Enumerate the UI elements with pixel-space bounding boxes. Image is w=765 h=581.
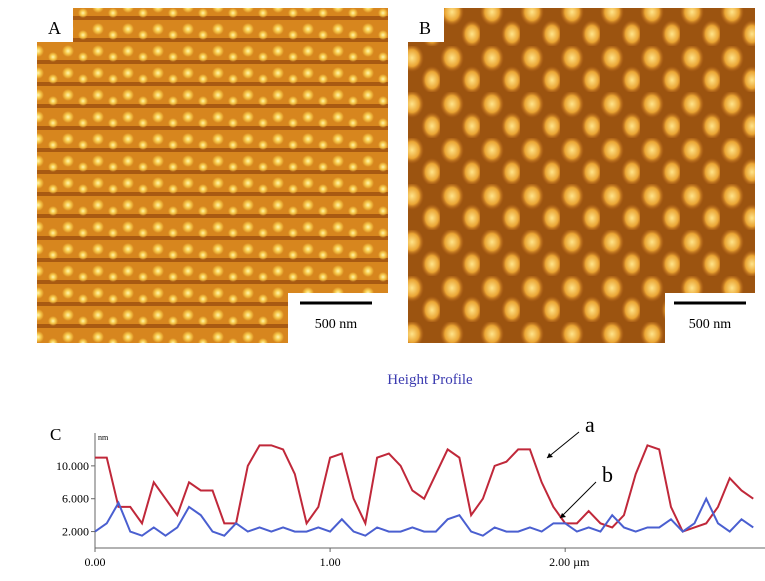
annotation: a [585, 412, 595, 437]
x-tick-label: 0.00 [85, 555, 106, 569]
panel-label: C [50, 425, 61, 444]
panel-b: B 500 nm [408, 8, 755, 343]
x-tick-label: 2.00 µm [549, 555, 590, 569]
afm-image [37, 8, 388, 343]
annotation-arrow [547, 432, 579, 458]
y-tick-label: 6.000 [62, 492, 89, 506]
scale-label: 500 nm [315, 317, 358, 332]
profile-line [95, 445, 753, 531]
x-tick-label: 1.00 [320, 555, 341, 569]
scale-label: 500 nm [689, 317, 732, 332]
profile-line [95, 499, 753, 536]
y-tick-label: 10.000 [56, 459, 89, 473]
panel-label: B [419, 18, 431, 38]
annotation: b [602, 462, 613, 487]
y-unit: nm [98, 433, 109, 442]
panel-a: A 500 nm [37, 8, 388, 343]
y-tick-label: 2.000 [62, 525, 89, 539]
chart-title: Height Profile [387, 372, 473, 388]
afm-image [408, 8, 755, 343]
arrow-head [560, 513, 566, 518]
panel-label: A [48, 18, 61, 38]
figure: A 500 nm B 500 nm Height Profile C nm 2.… [0, 0, 765, 576]
